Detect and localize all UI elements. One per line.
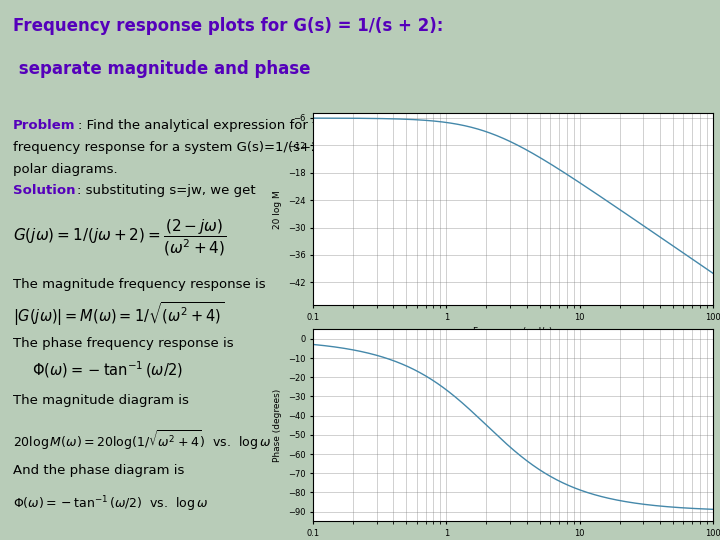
Text: The magnitude diagram is: The magnitude diagram is	[13, 394, 189, 407]
Text: $|G(j\omega)| = M(\omega) = 1/\sqrt{(\omega^2+4)}$: $|G(j\omega)| = M(\omega) = 1/\sqrt{(\om…	[13, 300, 225, 328]
Text: separate magnitude and phase: separate magnitude and phase	[13, 60, 310, 78]
Text: : substituting s=jw, we get: : substituting s=jw, we get	[77, 184, 256, 198]
Text: The phase frequency response is: The phase frequency response is	[13, 337, 233, 350]
Y-axis label: Phase (degrees): Phase (degrees)	[274, 389, 282, 462]
Text: Frequency response plots for G(s) = 1/(s + 2):: Frequency response plots for G(s) = 1/(s…	[13, 17, 444, 36]
Text: $20\log M(\omega) = 20\log(1/\sqrt{\omega^2+4})$  vs.  $\log\omega$: $20\log M(\omega) = 20\log(1/\sqrt{\omeg…	[13, 429, 271, 453]
Text: $\Phi(\omega) = -\tan^{-1}(\omega/2)$: $\Phi(\omega) = -\tan^{-1}(\omega/2)$	[32, 359, 184, 380]
Text: $\Phi(\omega) = -\tan^{-1}(\omega/2)$  vs.  $\log\omega$: $\Phi(\omega) = -\tan^{-1}(\omega/2)$ vs…	[13, 494, 208, 514]
Text: And the phase diagram is: And the phase diagram is	[13, 464, 184, 477]
Text: polar diagrams.: polar diagrams.	[13, 163, 117, 176]
Text: Solution: Solution	[13, 184, 76, 198]
Text: frequency response for a system G(s)=1/(s+2). Plot magnitude, phase and: frequency response for a system G(s)=1/(…	[13, 141, 513, 154]
Text: : Find the analytical expression for the magnitude and phase: : Find the analytical expression for the…	[78, 119, 485, 132]
X-axis label: Frequency (rad/s): Frequency (rad/s)	[473, 327, 553, 336]
Y-axis label: 20 log M: 20 log M	[274, 190, 282, 228]
Text: Problem: Problem	[13, 119, 76, 132]
Text: The magnitude frequency response is: The magnitude frequency response is	[13, 278, 266, 291]
Text: $G(j\omega) = 1/(j\omega + 2) = \dfrac{(2-j\omega)}{(\omega^2+4)}$: $G(j\omega) = 1/(j\omega + 2) = \dfrac{(…	[13, 217, 226, 258]
